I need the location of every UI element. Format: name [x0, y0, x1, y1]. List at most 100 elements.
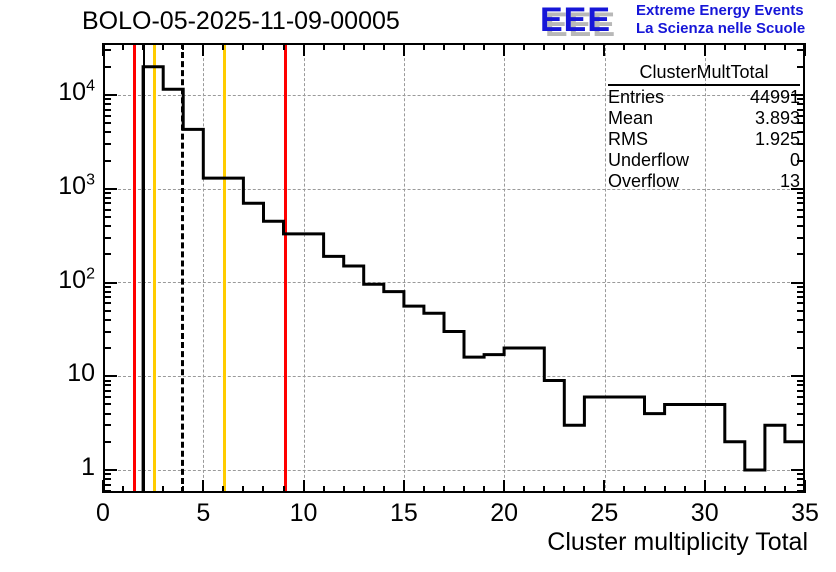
gridline-x-30: [705, 43, 706, 493]
stats-row: RMS 1.925: [608, 129, 800, 150]
y-tick-minor: [103, 122, 111, 125]
x-tick: [162, 43, 165, 50]
x-tick: [463, 486, 466, 493]
y-tick-minor: [103, 192, 111, 195]
y-tick-minor: [797, 483, 805, 486]
y-tick-major: [103, 94, 117, 96]
x-tick: [262, 43, 265, 50]
y-tick-minor: [103, 225, 111, 228]
eee-logo-letters: EEE EEE: [540, 3, 630, 42]
x-tick: [623, 43, 626, 50]
x-tick: [503, 43, 506, 56]
y-tick-minor: [797, 49, 805, 52]
x-tick: [362, 486, 365, 493]
y-tick-minor: [797, 296, 805, 299]
y-tick-minor: [797, 215, 805, 218]
x-tick: [442, 486, 445, 493]
x-tick: [342, 486, 345, 493]
stats-value: 44991: [749, 87, 800, 107]
x-tick: [182, 486, 185, 493]
x-tick-label: 5: [196, 499, 211, 527]
y-tick-minor: [797, 122, 805, 125]
y-tick-minor: [103, 202, 111, 205]
x-tick: [703, 43, 706, 56]
y-tick-label: 1: [81, 453, 95, 481]
gridline-x-5: [203, 43, 204, 493]
x-tick: [603, 43, 606, 56]
x-tick: [442, 43, 445, 50]
stats-box: ClusterMultTotal Entries 44991 Mean 3.893 RM…: [608, 62, 800, 192]
x-tick: [663, 486, 666, 493]
eee-logo-line2: La Scienza nelle Scuole: [636, 20, 806, 37]
y-tick-minor: [797, 192, 805, 195]
stats-row: Underflow 0: [608, 150, 800, 171]
x-tick: [683, 486, 686, 493]
x-axis-title: Cluster multiplicity Total: [547, 528, 808, 556]
x-tick: [422, 486, 425, 493]
y-tick-minor: [797, 412, 805, 415]
y-tick-label: 103: [58, 171, 95, 200]
y-tick-minor: [103, 440, 111, 443]
y-tick-minor: [103, 159, 111, 162]
x-tick-label: 10: [289, 499, 318, 527]
x-tick: [262, 486, 265, 493]
x-tick-label: 15: [389, 499, 418, 527]
y-tick-minor: [797, 347, 805, 350]
x-tick: [783, 486, 786, 493]
stats-row: Overflow 13: [608, 171, 800, 192]
y-tick-minor: [797, 489, 805, 492]
y-tick-minor: [103, 384, 111, 387]
x-tick: [483, 43, 486, 50]
y-tick-minor: [797, 309, 805, 312]
x-tick: [783, 43, 786, 50]
y-tick-minor: [103, 330, 111, 333]
y-tick-major: [103, 281, 117, 284]
y-tick-minor: [103, 103, 111, 106]
x-tick: [563, 43, 566, 50]
x-tick: [563, 486, 566, 493]
y-tick-minor: [103, 131, 111, 134]
x-tick-label: 30: [690, 499, 719, 527]
y-tick-minor: [797, 379, 805, 382]
stats-value: 3.893: [754, 108, 800, 128]
y-tick-label: 102: [58, 265, 95, 294]
y-tick-minor: [797, 440, 805, 443]
y-tick-minor: [797, 131, 805, 134]
x-tick: [342, 43, 345, 50]
y-tick-minor: [797, 98, 805, 101]
x-tick: [242, 43, 245, 50]
y-tick-minor: [103, 318, 111, 321]
stats-value: 0: [789, 150, 800, 170]
y-tick-major: [791, 469, 805, 471]
x-tick: [663, 43, 666, 50]
y-tick-minor: [797, 473, 805, 476]
x-tick: [282, 43, 285, 50]
x-tick: [162, 486, 165, 493]
x-tick: [102, 480, 104, 493]
eee-logo-text: Extreme Energy Events La Scienza nelle S…: [636, 2, 805, 38]
y-tick-minor: [103, 489, 111, 492]
y-tick-minor: [103, 396, 111, 399]
y-tick-minor: [797, 143, 805, 146]
y-tick-minor: [103, 98, 111, 101]
y-tick-minor: [797, 108, 805, 111]
y-tick-minor: [797, 318, 805, 321]
gridline-x-10: [304, 43, 305, 493]
eee-logo-line1: Extreme Energy Events: [636, 2, 804, 19]
gridline-y-1000: [103, 189, 805, 190]
stats-rows: Entries 44991 Mean 3.893 RMS 1.925 Underflow 0 O…: [608, 87, 800, 192]
y-tick-major: [791, 281, 805, 284]
marker-line-red-high: [284, 43, 287, 493]
x-tick: [703, 480, 706, 493]
y-tick-minor: [103, 285, 111, 288]
gridline-x-25: [605, 43, 606, 493]
x-tick: [282, 486, 285, 493]
y-tick-minor: [103, 483, 111, 486]
y-tick-major: [791, 375, 805, 378]
y-tick-minor: [797, 253, 805, 256]
y-tick-minor: [103, 196, 111, 199]
x-tick: [804, 480, 806, 493]
x-tick: [202, 480, 205, 493]
x-tick: [523, 43, 526, 50]
